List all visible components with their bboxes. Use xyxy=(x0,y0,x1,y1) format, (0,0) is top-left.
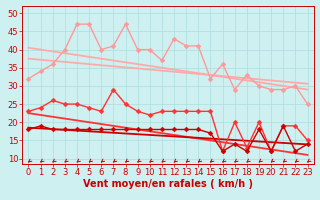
X-axis label: Vent moyen/en rafales ( km/h ): Vent moyen/en rafales ( km/h ) xyxy=(83,179,253,189)
